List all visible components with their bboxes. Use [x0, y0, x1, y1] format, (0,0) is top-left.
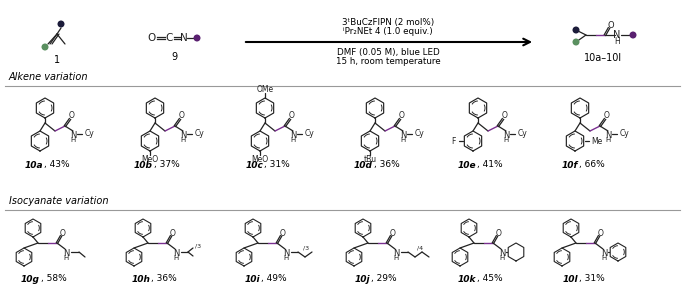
- Text: N: N: [605, 131, 611, 140]
- Text: N: N: [179, 131, 186, 140]
- Circle shape: [193, 34, 201, 42]
- Text: MeO: MeO: [251, 155, 269, 164]
- Text: 10f: 10f: [562, 160, 578, 169]
- Text: O: O: [608, 22, 614, 30]
- Circle shape: [42, 43, 49, 51]
- Text: H: H: [180, 137, 186, 143]
- Circle shape: [630, 31, 636, 38]
- Text: C: C: [165, 33, 173, 43]
- Text: Isocyanate variation: Isocyanate variation: [9, 196, 108, 206]
- Text: H: H: [71, 137, 75, 143]
- Text: H: H: [499, 255, 505, 261]
- Text: /3: /3: [195, 244, 201, 249]
- Text: DMF (0.05 M), blue LED: DMF (0.05 M), blue LED: [336, 47, 439, 56]
- Text: 10b: 10b: [134, 160, 153, 169]
- Text: 10i: 10i: [245, 274, 260, 283]
- Text: N: N: [613, 30, 621, 40]
- Text: , 37%: , 37%: [154, 160, 179, 169]
- Text: , 36%: , 36%: [151, 274, 177, 283]
- Text: ⁱPr₂NEt 4 (1.0 equiv.): ⁱPr₂NEt 4 (1.0 equiv.): [343, 27, 433, 37]
- Text: O: O: [598, 229, 604, 237]
- Text: 10d: 10d: [354, 160, 373, 169]
- Text: H: H: [601, 255, 607, 261]
- Text: H: H: [606, 137, 610, 143]
- Text: , 41%: , 41%: [477, 160, 503, 169]
- Text: N: N: [393, 249, 399, 257]
- Text: , 31%: , 31%: [264, 160, 290, 169]
- Text: O: O: [502, 111, 508, 120]
- Text: O: O: [69, 111, 75, 120]
- Text: H: H: [503, 137, 509, 143]
- Text: Cy: Cy: [620, 129, 630, 139]
- Text: 10e: 10e: [458, 160, 476, 169]
- Text: , 31%: , 31%: [579, 274, 605, 283]
- Text: O: O: [280, 229, 286, 237]
- Text: F: F: [451, 136, 456, 145]
- Text: MeO: MeO: [141, 155, 158, 164]
- Text: O: O: [289, 111, 295, 120]
- Text: , 29%: , 29%: [371, 274, 397, 283]
- Text: H: H: [173, 255, 179, 261]
- Text: Cy: Cy: [305, 129, 314, 139]
- Text: N: N: [180, 33, 188, 43]
- Text: , 45%: , 45%: [477, 274, 503, 283]
- Text: H: H: [64, 255, 68, 261]
- Text: O: O: [179, 111, 185, 120]
- Text: OMe: OMe: [256, 84, 273, 94]
- Text: N: N: [70, 131, 76, 140]
- Text: N: N: [283, 249, 289, 257]
- Text: N: N: [63, 249, 69, 257]
- Text: /3: /3: [303, 245, 309, 250]
- Text: 10j: 10j: [354, 274, 370, 283]
- Text: tBu: tBu: [364, 155, 377, 164]
- Text: H: H: [284, 255, 288, 261]
- Text: Cy: Cy: [518, 129, 527, 139]
- Text: O: O: [390, 229, 396, 237]
- Text: Cy: Cy: [415, 129, 425, 139]
- Text: /4: /4: [417, 245, 423, 250]
- Text: O: O: [60, 229, 66, 237]
- Circle shape: [573, 26, 580, 34]
- Text: O: O: [148, 33, 156, 43]
- Text: 15 h, room temperature: 15 h, room temperature: [336, 58, 440, 67]
- Text: N: N: [503, 131, 509, 140]
- Text: H: H: [290, 137, 296, 143]
- Text: , 36%: , 36%: [374, 160, 400, 169]
- Text: , 43%: , 43%: [44, 160, 70, 169]
- Circle shape: [573, 38, 580, 46]
- Text: H: H: [400, 137, 406, 143]
- Text: Me: Me: [591, 136, 602, 145]
- Text: 10k: 10k: [458, 274, 476, 283]
- Text: N: N: [290, 131, 296, 140]
- Text: O: O: [604, 111, 610, 120]
- Text: , 49%: , 49%: [261, 274, 286, 283]
- Text: , 58%: , 58%: [41, 274, 66, 283]
- Text: N: N: [173, 249, 179, 257]
- Text: Cy: Cy: [195, 129, 205, 139]
- Text: N: N: [601, 249, 607, 257]
- Text: H: H: [614, 37, 620, 46]
- Text: 10l: 10l: [562, 274, 578, 283]
- Text: 1: 1: [54, 55, 60, 65]
- Text: 9: 9: [171, 52, 177, 62]
- Text: 10c: 10c: [245, 160, 263, 169]
- Text: 10g: 10g: [21, 274, 40, 283]
- Text: H: H: [393, 255, 399, 261]
- Text: O: O: [399, 111, 405, 120]
- Text: N: N: [400, 131, 406, 140]
- Text: Alkene variation: Alkene variation: [9, 72, 88, 82]
- Text: Cy: Cy: [85, 129, 95, 139]
- Text: , 66%: , 66%: [579, 160, 605, 169]
- Text: 10h: 10h: [131, 274, 150, 283]
- Text: O: O: [170, 229, 176, 237]
- Circle shape: [58, 21, 64, 27]
- Text: 10a: 10a: [25, 160, 43, 169]
- Text: 10a–10l: 10a–10l: [584, 53, 622, 63]
- Text: N: N: [499, 249, 505, 257]
- Text: O: O: [496, 229, 502, 237]
- Text: 3ᵗBuCzFIPN (2 mol%): 3ᵗBuCzFIPN (2 mol%): [342, 18, 434, 26]
